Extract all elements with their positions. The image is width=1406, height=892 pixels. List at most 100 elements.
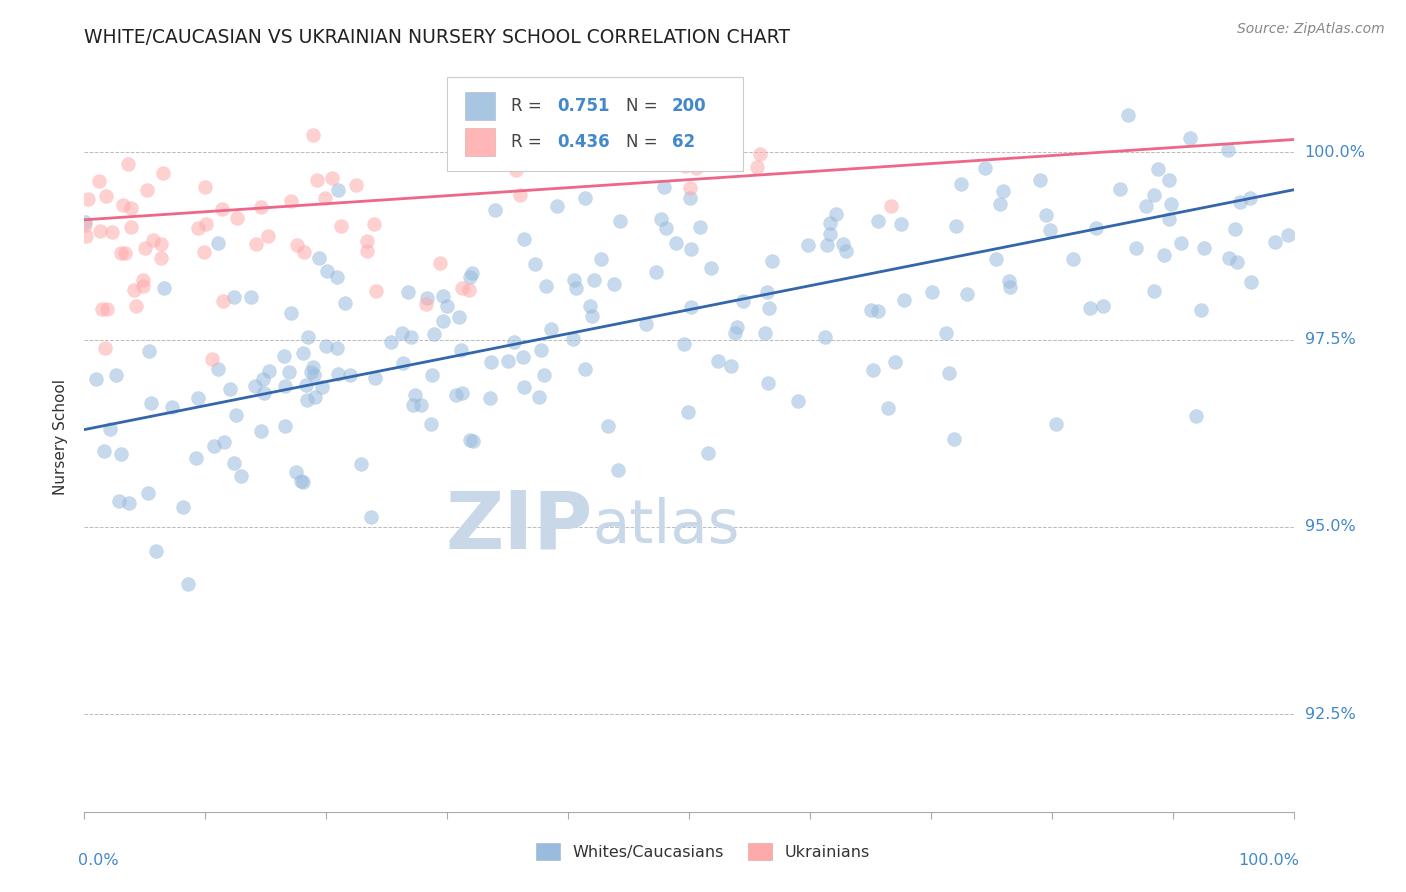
- Point: [245, 236, 267, 251]
- Point: [678, 180, 700, 194]
- Point: [530, 343, 553, 358]
- Point: [429, 256, 451, 270]
- Point: [458, 283, 481, 297]
- Text: R =: R =: [512, 97, 547, 115]
- Point: [136, 486, 159, 500]
- Point: [921, 285, 943, 299]
- Point: [402, 398, 425, 412]
- Point: [533, 368, 555, 383]
- Point: [862, 363, 884, 377]
- Point: [685, 161, 707, 175]
- Point: [450, 386, 472, 401]
- Point: [207, 235, 229, 250]
- Point: [725, 320, 748, 334]
- Point: [257, 364, 280, 378]
- Point: [280, 194, 302, 208]
- Point: [513, 380, 536, 394]
- Point: [326, 183, 349, 197]
- Point: [326, 269, 349, 284]
- Text: 100.0%: 100.0%: [1305, 145, 1365, 160]
- Point: [797, 237, 820, 252]
- Point: [536, 278, 558, 293]
- Point: [893, 293, 915, 308]
- Text: 95.0%: 95.0%: [1305, 519, 1355, 534]
- Point: [141, 233, 163, 247]
- Point: [77, 192, 100, 206]
- Point: [1157, 211, 1180, 226]
- Point: [186, 221, 208, 235]
- Point: [993, 184, 1015, 198]
- Point: [1239, 190, 1261, 204]
- Point: [297, 330, 319, 344]
- Point: [564, 281, 586, 295]
- Point: [94, 342, 117, 356]
- Point: [1240, 275, 1263, 289]
- Point: [820, 216, 842, 230]
- Point: [160, 400, 183, 414]
- Point: [512, 350, 534, 364]
- Point: [108, 494, 131, 508]
- Point: [432, 314, 454, 328]
- Point: [292, 346, 315, 360]
- Point: [679, 191, 702, 205]
- Point: [745, 161, 768, 175]
- Point: [360, 509, 382, 524]
- Point: [450, 343, 472, 358]
- Point: [831, 237, 853, 252]
- Point: [89, 224, 111, 238]
- Point: [96, 301, 118, 316]
- Point: [274, 419, 297, 434]
- Text: 0.436: 0.436: [557, 133, 610, 151]
- Point: [380, 334, 402, 349]
- Point: [326, 341, 349, 355]
- Point: [673, 336, 696, 351]
- Point: [758, 376, 780, 390]
- Point: [356, 234, 378, 248]
- Point: [134, 241, 156, 255]
- Point: [787, 394, 810, 409]
- Text: 62: 62: [672, 133, 695, 151]
- Point: [326, 367, 349, 381]
- Point: [679, 242, 702, 256]
- Point: [333, 296, 356, 310]
- Text: 97.5%: 97.5%: [1305, 332, 1355, 347]
- Point: [76, 228, 98, 243]
- Bar: [465, 128, 495, 156]
- Point: [295, 378, 318, 392]
- Point: [945, 219, 967, 234]
- Point: [1277, 227, 1299, 242]
- Point: [423, 327, 446, 342]
- Point: [420, 417, 443, 432]
- Point: [502, 335, 524, 350]
- Point: [201, 351, 224, 366]
- Point: [302, 128, 325, 142]
- Point: [250, 200, 273, 214]
- Point: [1192, 241, 1215, 255]
- Point: [110, 245, 132, 260]
- Point: [1157, 173, 1180, 187]
- Point: [1116, 108, 1139, 122]
- Point: [304, 390, 326, 404]
- Text: 100.0%: 100.0%: [1239, 853, 1299, 868]
- Point: [91, 302, 114, 317]
- Point: [450, 281, 472, 295]
- Point: [598, 418, 620, 433]
- Point: [330, 219, 353, 233]
- Point: [761, 254, 783, 268]
- Point: [153, 281, 176, 295]
- Point: [1226, 254, 1249, 268]
- Point: [277, 365, 299, 379]
- Point: [679, 300, 702, 314]
- Point: [231, 469, 253, 483]
- Point: [574, 362, 596, 376]
- Point: [866, 303, 889, 318]
- Point: [218, 382, 240, 396]
- Point: [860, 302, 883, 317]
- Point: [239, 290, 262, 304]
- Y-axis label: Nursery School: Nursery School: [53, 379, 69, 495]
- Point: [974, 161, 997, 176]
- Point: [458, 270, 481, 285]
- Point: [1218, 251, 1240, 265]
- Point: [184, 450, 207, 465]
- Point: [132, 273, 155, 287]
